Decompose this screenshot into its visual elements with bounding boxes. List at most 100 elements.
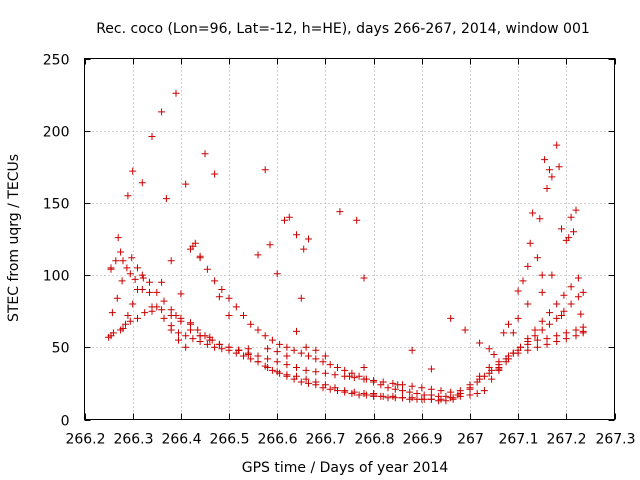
data-point: [126, 270, 134, 278]
data-point: [548, 271, 556, 279]
data-point: [244, 345, 252, 353]
data-point: [139, 274, 147, 282]
data-point: [134, 314, 141, 322]
data-point: [293, 231, 300, 239]
data-point: [215, 340, 223, 348]
data-point: [285, 213, 293, 221]
data-point: [146, 288, 153, 296]
data-point: [240, 352, 247, 360]
data-point: [473, 378, 481, 386]
data-point: [577, 310, 585, 318]
data-point: [326, 385, 334, 393]
data-point: [124, 192, 132, 200]
data-point: [264, 355, 272, 363]
data-point: [167, 257, 175, 265]
data-point: [509, 329, 517, 337]
data-point: [134, 264, 141, 272]
data-point: [297, 294, 305, 302]
data-point: [126, 317, 134, 325]
data-point: [319, 358, 327, 366]
data-point: [182, 343, 190, 351]
data-point: [119, 325, 127, 332]
data-point: [109, 329, 117, 337]
data-point: [399, 394, 406, 402]
data-point: [158, 108, 166, 116]
data-point: [334, 364, 341, 371]
x-tick-label: 266.3: [113, 432, 153, 448]
data-point: [235, 346, 243, 354]
x-tick-labels: 266.2 266.3 266.4 266.5 266.6 266.7 266.8 266.9…: [65, 432, 635, 448]
data-point: [128, 254, 136, 262]
data-point: [509, 349, 517, 357]
data-point: [264, 345, 272, 353]
data-point: [408, 382, 416, 390]
data-point: [300, 245, 308, 253]
data-point: [187, 326, 194, 334]
data-point: [413, 390, 421, 397]
data-point: [362, 391, 370, 399]
data-point: [276, 340, 284, 348]
data-point: [406, 388, 414, 396]
data-point: [206, 333, 214, 341]
x-tick-label: 267.1: [498, 432, 538, 448]
data-point: [538, 288, 546, 296]
data-point: [321, 352, 329, 360]
x-tick-label: 266.6: [257, 432, 297, 448]
data-point: [485, 364, 493, 371]
data-point: [485, 345, 493, 353]
data-point: [293, 327, 300, 335]
data-point: [558, 312, 565, 319]
data-point: [427, 391, 435, 399]
data-point: [175, 336, 182, 344]
data-point: [488, 375, 496, 383]
data-point: [247, 320, 255, 328]
data-point: [570, 228, 577, 236]
data-point: [546, 166, 553, 174]
data-point: [514, 287, 522, 295]
data-point: [268, 336, 276, 344]
data-point: [273, 358, 281, 366]
data-point: [254, 352, 262, 360]
data-point: [129, 167, 137, 175]
data-point: [447, 314, 455, 322]
data-point: [394, 381, 402, 389]
data-point: [118, 277, 126, 285]
x-tick-label: 266.8: [354, 432, 394, 448]
data-point: [533, 336, 541, 344]
data-point: [283, 361, 291, 369]
data-point: [562, 335, 570, 343]
data-point: [447, 388, 455, 396]
data-point: [408, 346, 416, 354]
y-tick-labels: 0 50 100 150 200 250: [43, 53, 70, 430]
data-point: [336, 208, 344, 216]
data-point: [247, 355, 255, 363]
data-point: [370, 390, 378, 397]
data-point: [160, 314, 168, 322]
data-point: [531, 326, 539, 334]
data-point: [240, 312, 247, 319]
data-point: [377, 392, 385, 400]
data-point: [579, 327, 587, 335]
data-point: [268, 366, 276, 374]
data-point: [572, 206, 580, 214]
y-tick-label: 150: [43, 197, 70, 213]
data-point: [273, 270, 281, 278]
data-point: [123, 264, 131, 272]
data-point: [350, 374, 358, 382]
data-point: [553, 141, 561, 149]
chart-title: Rec. coco (Lon=96, Lat=-12, h=HE), days …: [96, 21, 590, 37]
data-point: [189, 335, 197, 343]
data-point: [297, 349, 305, 357]
data-point: [353, 216, 361, 224]
data-point: [225, 343, 233, 351]
data-point: [334, 387, 341, 395]
data-point: [108, 309, 116, 317]
data-point: [138, 179, 146, 187]
data-point: [203, 340, 211, 348]
data-point: [502, 358, 510, 366]
x-tick-label: 266.9: [402, 432, 442, 448]
data-point: [283, 352, 291, 360]
data-point: [519, 277, 527, 285]
data-point: [538, 326, 546, 334]
data-point: [114, 234, 122, 242]
